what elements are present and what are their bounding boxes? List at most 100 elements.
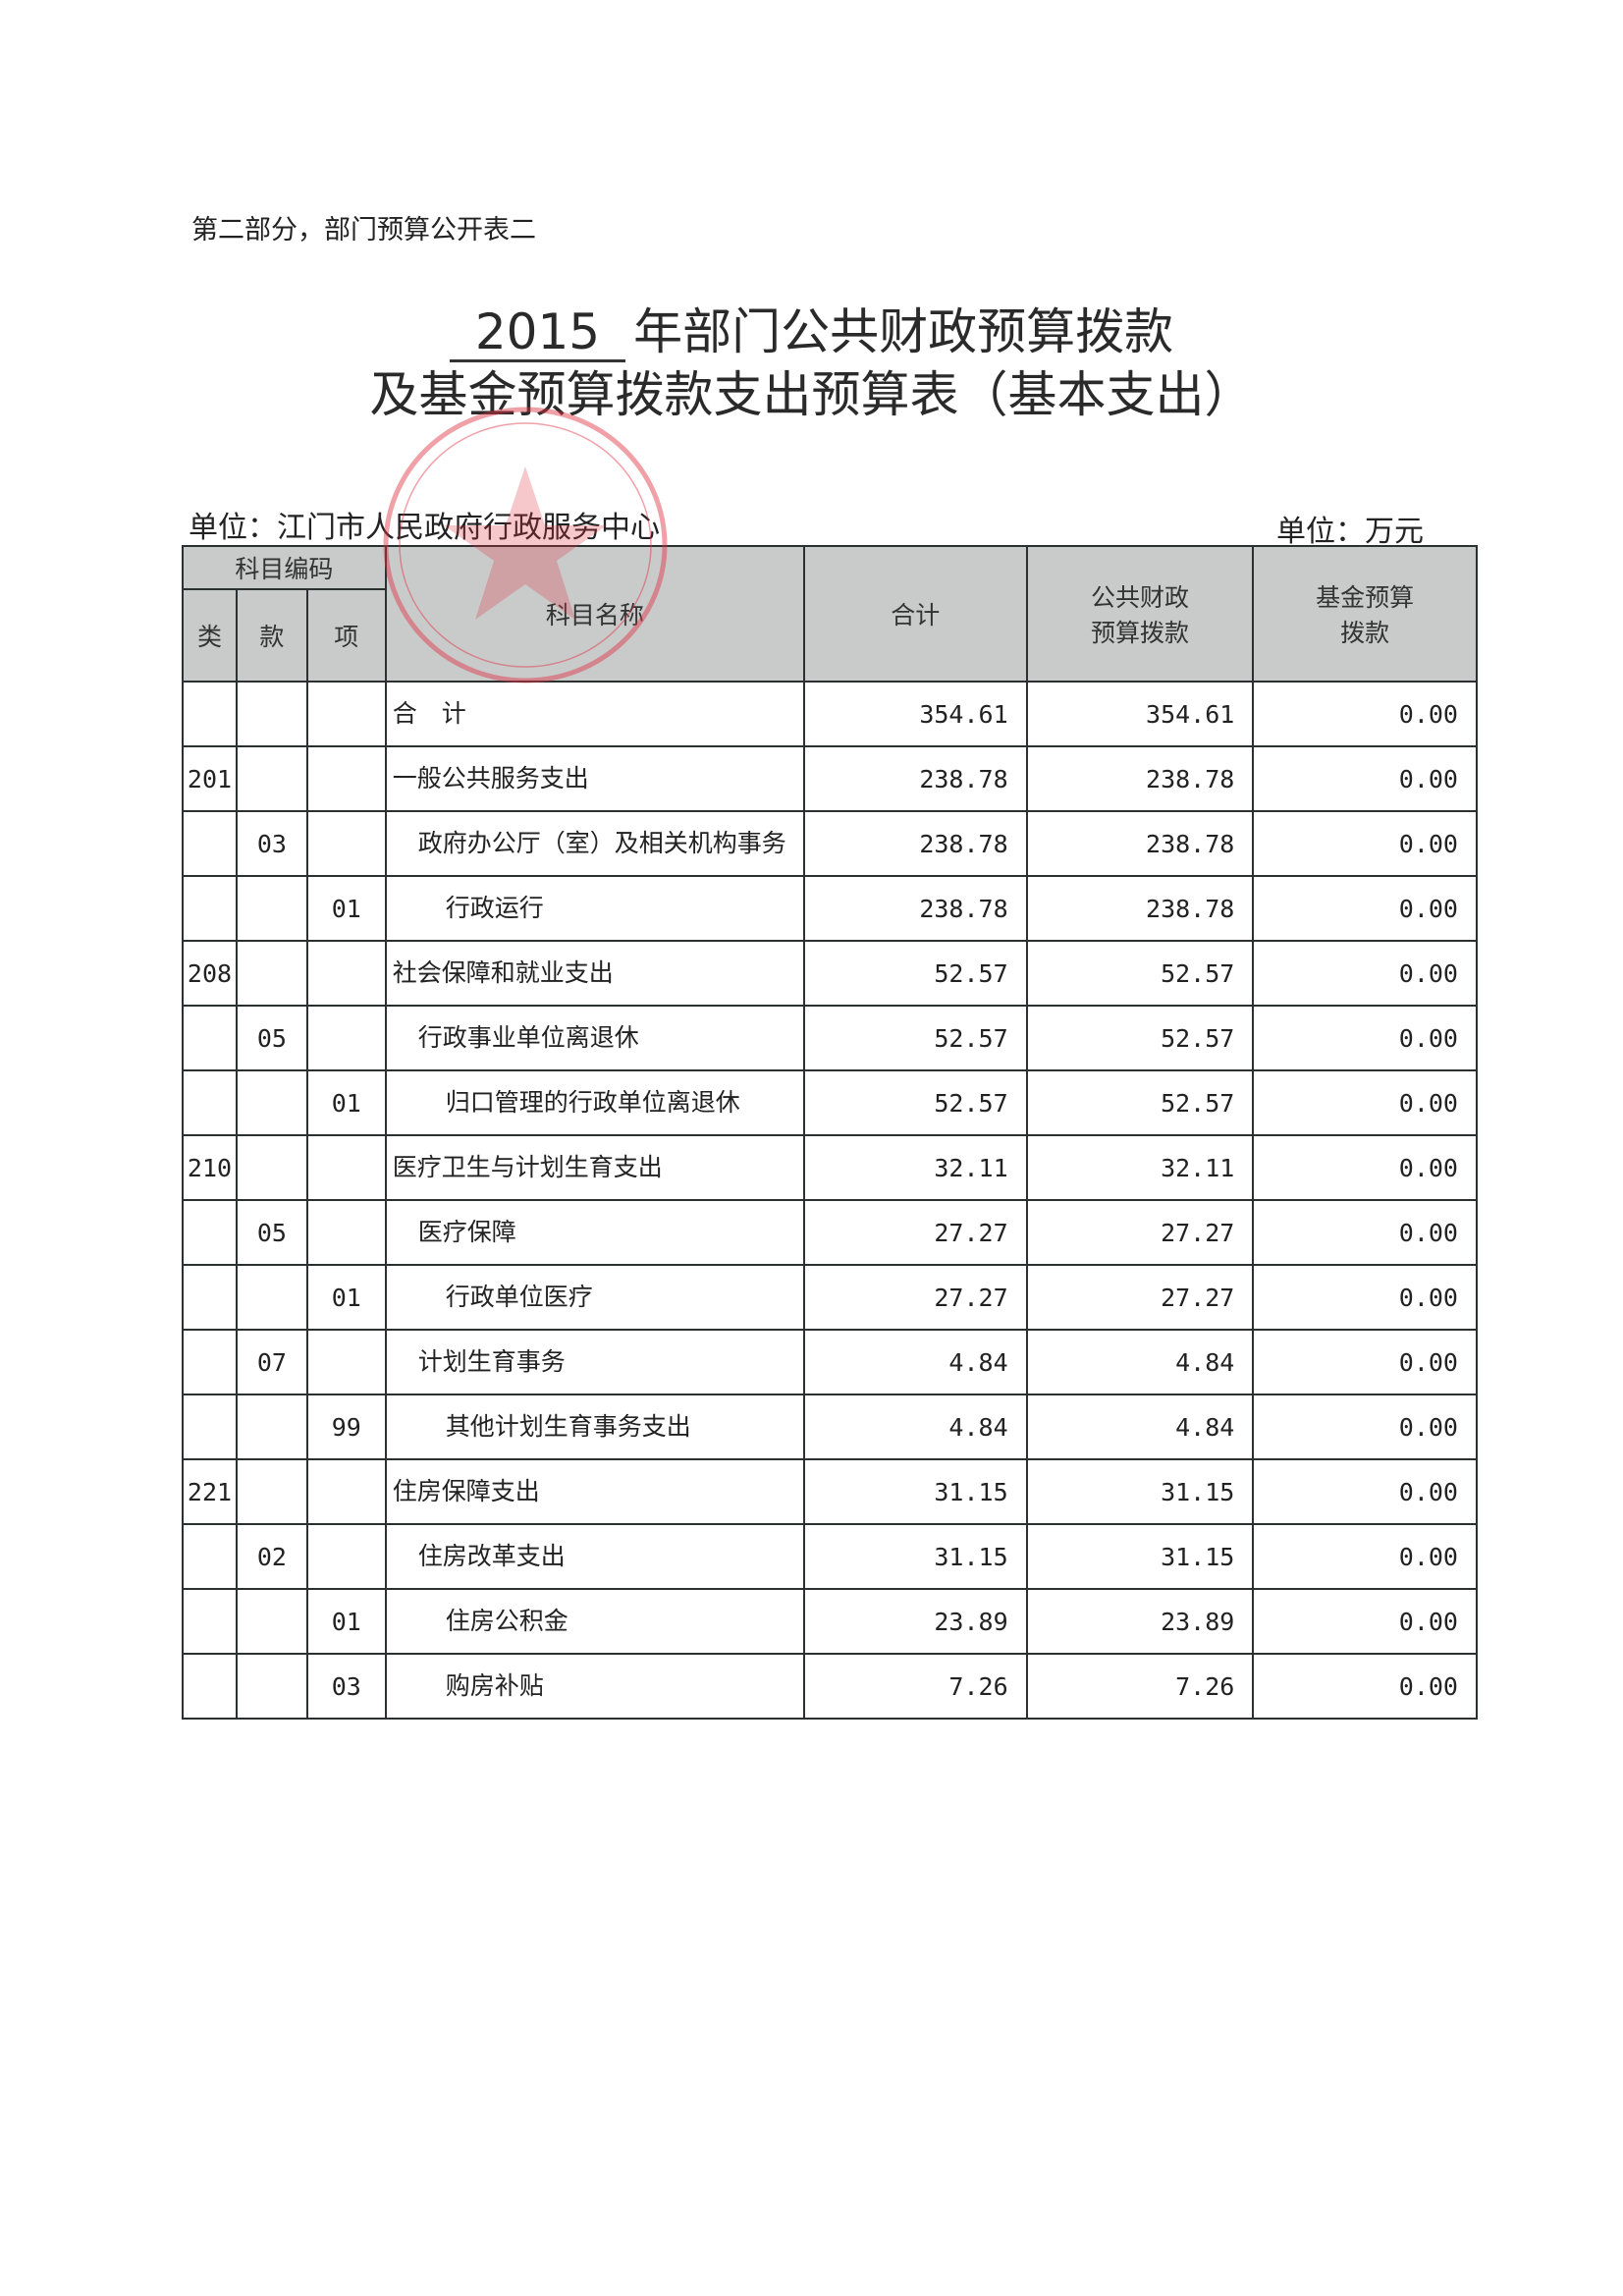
cell-total: 32.11: [802, 1134, 1028, 1201]
table-row: 208 社会保障和就业支出 52.57 52.57 0.00: [182, 940, 1478, 1007]
header-public-line2: 预算拨款: [1090, 619, 1189, 647]
cell-kuan: [235, 1653, 308, 1720]
cell-kuan: 02: [235, 1523, 308, 1590]
unit-currency: 单位：万元: [1276, 515, 1424, 549]
cell-name: 归口管理的行政单位离退休: [384, 1069, 805, 1136]
cell-public: 31.15: [1025, 1458, 1255, 1525]
cell-fund: 0.00: [1252, 1653, 1478, 1720]
cell-public: 52.57: [1025, 1069, 1255, 1136]
cell-public: 32.11: [1025, 1134, 1255, 1201]
table-row: 201 一般公共服务支出 238.78 238.78 0.00: [182, 745, 1478, 812]
cell-name: 其他计划生育事务支出: [384, 1394, 805, 1460]
cell-fund: 0.00: [1252, 1264, 1478, 1331]
budget-table: 科目编码 科目名称 合计 公共财政 预算拨款 基金预算 拨款 类 款 项 合 计 35…: [182, 545, 1478, 1720]
unit-organization: 单位：江门市人民政府行政服务中心: [189, 511, 660, 545]
cell-kuan: 07: [235, 1329, 308, 1395]
cell-fund: 0.00: [1252, 745, 1478, 812]
cell-name: 住房改革支出: [384, 1523, 805, 1590]
cell-xiang: [305, 940, 387, 1007]
cell-lei: 201: [182, 745, 238, 812]
cell-name: 购房补贴: [384, 1653, 805, 1720]
cell-name: 行政单位医疗: [384, 1264, 805, 1331]
header-fund-line1: 基金预算: [1316, 583, 1415, 612]
cell-fund: 0.00: [1252, 940, 1478, 1007]
header-fund-line2: 拨款: [1340, 619, 1390, 647]
cell-lei: 208: [182, 940, 238, 1007]
header-lei: 类: [182, 588, 238, 683]
cell-lei: [182, 681, 238, 747]
cell-xiang: [305, 1199, 387, 1266]
cell-total: 4.84: [802, 1329, 1028, 1395]
cell-kuan: [235, 681, 308, 747]
cell-xiang: [305, 1523, 387, 1590]
cell-fund: 0.00: [1252, 1005, 1478, 1071]
cell-public: 4.84: [1025, 1329, 1255, 1395]
cell-kuan: [235, 1134, 308, 1201]
cell-fund: 0.00: [1252, 810, 1478, 877]
table-row: 221 住房保障支出 31.15 31.15 0.00: [182, 1458, 1478, 1525]
cell-kuan: [235, 1588, 308, 1655]
cell-xiang: [305, 810, 387, 877]
cell-lei: [182, 875, 238, 942]
cell-fund: 0.00: [1252, 1588, 1478, 1655]
cell-fund: 0.00: [1252, 1134, 1478, 1201]
cell-xiang: [305, 1005, 387, 1071]
table-row: 01 行政运行 238.78 238.78 0.00: [182, 875, 1478, 942]
cell-name: 计划生育事务: [384, 1329, 805, 1395]
cell-xiang: 01: [305, 1264, 387, 1331]
header-name: 科目名称: [384, 545, 805, 683]
cell-total: 31.15: [802, 1523, 1028, 1590]
cell-kuan: [235, 875, 308, 942]
cell-xiang: 01: [305, 875, 387, 942]
cell-kuan: 05: [235, 1199, 308, 1266]
cell-xiang: 03: [305, 1653, 387, 1720]
title-year: 2015: [449, 305, 626, 362]
table-row: 210 医疗卫生与计划生育支出 32.11 32.11 0.00: [182, 1134, 1478, 1201]
table-row: 01 归口管理的行政单位离退休 52.57 52.57 0.00: [182, 1069, 1478, 1136]
section-label: 第二部分，部门预算公开表二: [191, 215, 536, 246]
cell-lei: 221: [182, 1458, 238, 1525]
cell-total: 31.15: [802, 1458, 1028, 1525]
cell-total: 354.61: [802, 681, 1028, 747]
cell-kuan: 05: [235, 1005, 308, 1071]
cell-kuan: [235, 745, 308, 812]
cell-kuan: [235, 1394, 308, 1460]
cell-name: 住房公积金: [384, 1588, 805, 1655]
cell-total: 7.26: [802, 1653, 1028, 1720]
cell-total: 4.84: [802, 1394, 1028, 1460]
table-row: 07 计划生育事务 4.84 4.84 0.00: [182, 1329, 1478, 1395]
table-row: 03 购房补贴 7.26 7.26 0.00: [182, 1653, 1478, 1720]
cell-name: 一般公共服务支出: [384, 745, 805, 812]
header-fund: 基金预算 拨款: [1252, 545, 1478, 683]
cell-lei: [182, 1264, 238, 1331]
cell-fund: 0.00: [1252, 1458, 1478, 1525]
cell-name: 政府办公厅（室）及相关机构事务: [384, 810, 805, 877]
cell-fund: 0.00: [1252, 875, 1478, 942]
cell-name: 住房保障支出: [384, 1458, 805, 1525]
cell-lei: [182, 1069, 238, 1136]
header-public: 公共财政 预算拨款: [1025, 545, 1255, 683]
cell-xiang: 01: [305, 1588, 387, 1655]
cell-kuan: [235, 1458, 308, 1525]
cell-total: 238.78: [802, 745, 1028, 812]
cell-total: 27.27: [802, 1199, 1028, 1266]
cell-total: 238.78: [802, 810, 1028, 877]
cell-fund: 0.00: [1252, 1523, 1478, 1590]
cell-total: 52.57: [802, 1069, 1028, 1136]
cell-total: 23.89: [802, 1588, 1028, 1655]
cell-name: 医疗卫生与计划生育支出: [384, 1134, 805, 1201]
cell-xiang: [305, 745, 387, 812]
cell-lei: [182, 1653, 238, 1720]
cell-total: 238.78: [802, 875, 1028, 942]
title-line-2: 及基金预算拨款支出预算表（基本支出）: [369, 366, 1254, 423]
title-line-1-text: 年部门公共财政预算拨款: [633, 303, 1174, 360]
cell-fund: 0.00: [1252, 1069, 1478, 1136]
cell-name: 合 计: [384, 681, 805, 747]
cell-public: 27.27: [1025, 1264, 1255, 1331]
cell-public: 238.78: [1025, 745, 1255, 812]
table-row: 01 行政单位医疗 27.27 27.27 0.00: [182, 1264, 1478, 1331]
header-xiang: 项: [305, 588, 387, 683]
cell-public: 31.15: [1025, 1523, 1255, 1590]
cell-lei: 210: [182, 1134, 238, 1201]
cell-xiang: [305, 1458, 387, 1525]
